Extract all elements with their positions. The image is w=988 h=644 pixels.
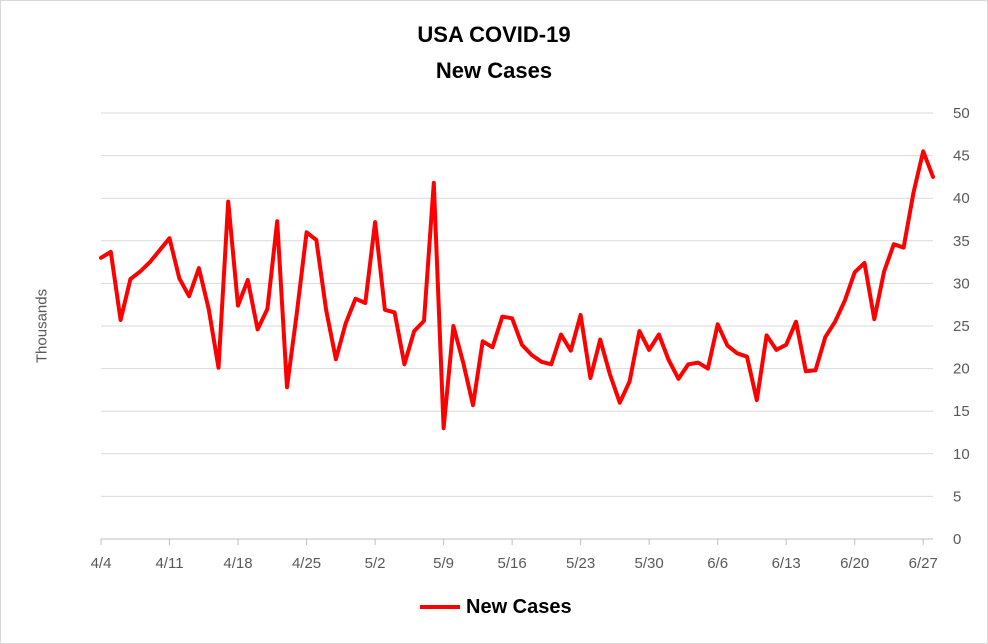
x-tick-label: 5/16 <box>498 555 527 572</box>
y-tick-label: 0 <box>953 531 961 548</box>
chart-title: USA COVID-19 <box>417 22 571 47</box>
y-tick-labels: 0 5 10 15 20 25 30 35 40 45 50 <box>953 105 970 548</box>
x-tick-label: 5/30 <box>635 555 664 572</box>
x-tick-label: 4/4 <box>91 555 112 572</box>
x-tick-label: 4/25 <box>292 555 321 572</box>
chart-subtitle: New Cases <box>435 58 553 83</box>
legend-label-new-cases: New Cases <box>466 595 572 618</box>
x-tick-label: 4/11 <box>155 555 183 572</box>
x-tick-labels: 4/4 4/11 4/18 4/25 5/2 5/9 5/16 5/23 5/30 6/6 6/13… <box>91 555 938 572</box>
x-tick-label: 6/13 <box>772 555 801 572</box>
y-tick-label: 50 <box>953 105 970 122</box>
y-tick-label: 20 <box>953 361 970 378</box>
y-tick-label: 35 <box>953 233 970 250</box>
x-tick-label: 5/2 <box>365 555 386 572</box>
series-lines <box>99 149 935 431</box>
gridlines <box>101 112 933 540</box>
x-axis <box>100 539 924 545</box>
y-tick-label: 10 <box>953 446 970 463</box>
y-tick-label: 25 <box>953 318 970 335</box>
y-tick-label: 45 <box>953 148 970 165</box>
y-tick-label: 40 <box>953 190 970 207</box>
legend-swatch <box>420 605 460 609</box>
y-tick-label: 15 <box>953 403 970 420</box>
x-tick-label: 6/6 <box>707 555 728 572</box>
y-tick-label: 5 <box>953 488 961 505</box>
x-tick-label: 6/27 <box>909 555 938 572</box>
x-tick-label: 5/9 <box>433 555 454 572</box>
legend: New Cases <box>420 596 572 618</box>
x-tick-label: 4/18 <box>223 555 252 572</box>
y-tick-label: 30 <box>953 275 970 292</box>
series-line-new-cases <box>99 149 935 431</box>
x-tick-label: 6/20 <box>840 555 869 572</box>
x-tick-label: 5/23 <box>566 555 595 572</box>
